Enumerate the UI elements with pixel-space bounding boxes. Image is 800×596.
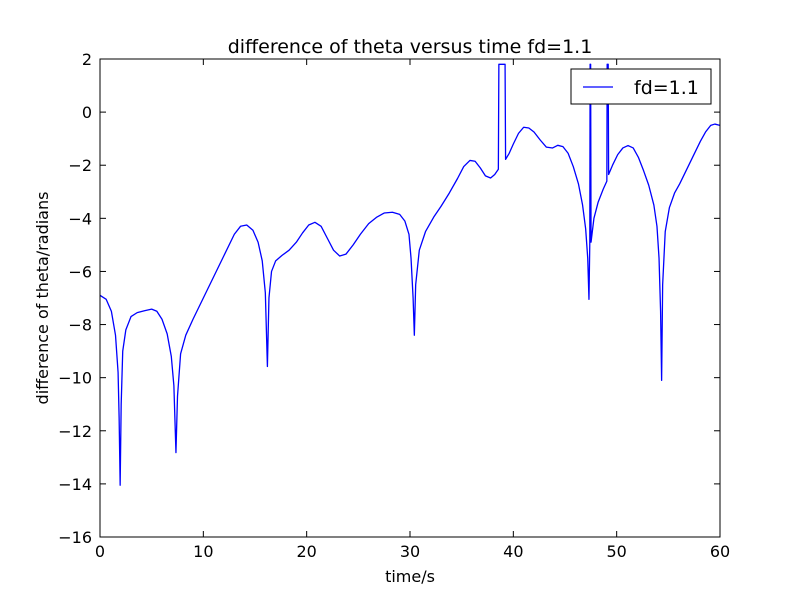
y-tick-label: −14	[58, 475, 92, 494]
y-tick-label: −6	[68, 262, 92, 281]
plot-area	[100, 63, 720, 486]
x-tick-label: 10	[193, 542, 213, 561]
chart-title: difference of theta versus time fd=1.1	[228, 36, 593, 58]
axes-frame	[99, 58, 721, 538]
y-tick-label: −8	[68, 316, 92, 335]
series-line-0	[100, 63, 720, 486]
legend: fd=1.1	[570, 68, 712, 105]
y-tick-label: −16	[58, 528, 92, 547]
x-tick-label: 0	[95, 542, 105, 561]
x-tick-label: 60	[710, 542, 730, 561]
axes	[99, 58, 721, 538]
x-tick-label: 40	[503, 542, 523, 561]
y-tick-label: −2	[68, 156, 92, 175]
y-tick-label: 2	[82, 50, 92, 69]
y-tick-label: −4	[68, 209, 92, 228]
legend-label: fd=1.1	[634, 77, 699, 99]
y-tick-label: 0	[82, 103, 92, 122]
y-axis-label: difference of theta/radians	[33, 192, 52, 405]
y-tick-label: −12	[58, 422, 92, 441]
x-axis-label: time/s	[385, 567, 435, 586]
tick-marks: 0 10 20 30 40 50 60 −16 −14 −12 −10 −8 −6 −4 −2 0 2	[58, 50, 730, 561]
x-tick-label: 30	[400, 542, 420, 561]
x-tick-label: 20	[296, 542, 316, 561]
y-tick-label: −10	[58, 369, 92, 388]
x-tick-label: 50	[606, 542, 626, 561]
